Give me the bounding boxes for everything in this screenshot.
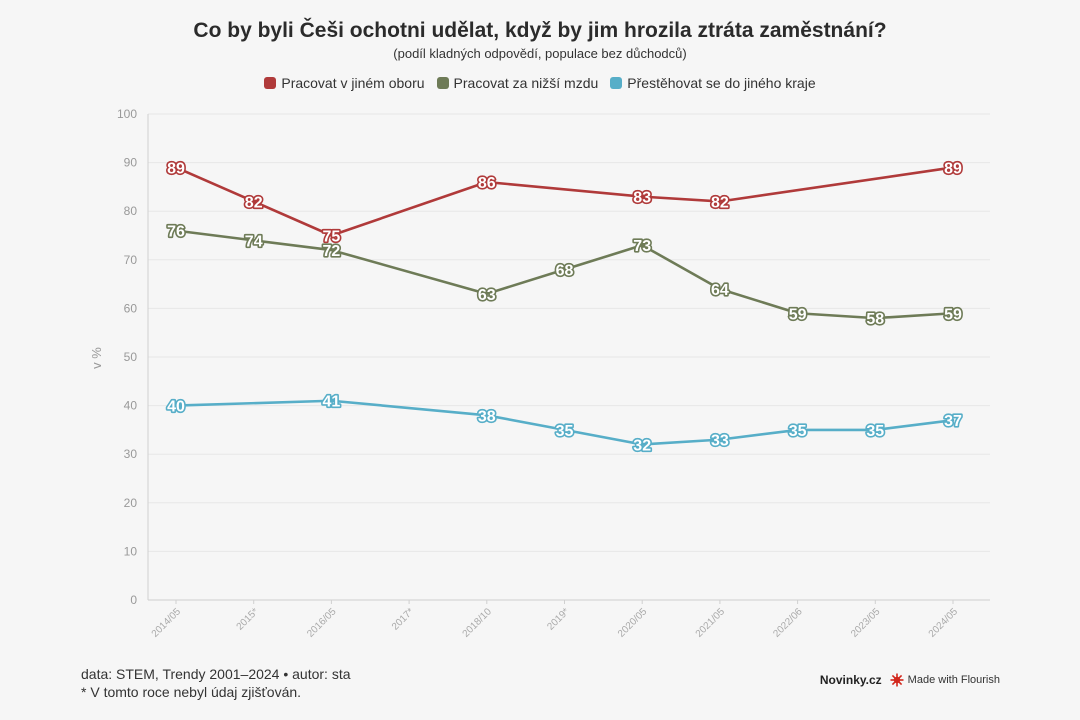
series-line bbox=[174, 399, 955, 446]
data-label: 72 bbox=[323, 243, 341, 260]
legend-item-prestehovat[interactable]: Přestěhovat se do jiného kraje bbox=[610, 75, 816, 91]
data-label: 83 bbox=[633, 190, 651, 207]
series-line bbox=[174, 166, 955, 237]
y-tick-label: 70 bbox=[124, 253, 138, 267]
x-tick-label: 2023/05 bbox=[849, 606, 883, 640]
x-tick-label: 2022/06 bbox=[771, 606, 805, 640]
y-axis-label: v % bbox=[89, 347, 104, 369]
y-tick-label: 50 bbox=[124, 350, 138, 364]
x-tick-label: 2024/05 bbox=[927, 606, 961, 640]
data-label: 73 bbox=[633, 238, 651, 255]
y-tick-label: 40 bbox=[124, 399, 138, 413]
x-tick-label: 2021/05 bbox=[694, 606, 728, 640]
data-label: 89 bbox=[167, 160, 185, 177]
data-label: 40 bbox=[167, 399, 185, 416]
data-label: 37 bbox=[944, 413, 962, 430]
x-tick-label: 2015* bbox=[235, 606, 261, 632]
data-label: 35 bbox=[556, 423, 574, 440]
y-tick-label: 20 bbox=[124, 496, 138, 510]
data-label: 82 bbox=[245, 194, 263, 211]
data-label: 64 bbox=[711, 282, 729, 299]
x-tick-label: 2020/05 bbox=[616, 606, 650, 640]
legend-item-nizsi-mzda[interactable]: Pracovat za nižší mzdu bbox=[436, 75, 599, 91]
legend-swatch bbox=[436, 77, 449, 89]
data-label: 82 bbox=[711, 194, 729, 211]
flourish-badge[interactable]: Made with Flourish bbox=[890, 673, 1000, 687]
x-tick-label: 2017* bbox=[390, 606, 416, 632]
y-tick-label: 60 bbox=[124, 301, 138, 315]
y-tick-label: 10 bbox=[124, 544, 138, 558]
data-label: 68 bbox=[556, 263, 574, 280]
data-label: 41 bbox=[323, 394, 341, 411]
flourish-icon bbox=[890, 673, 904, 687]
novinky-logo[interactable]: Novinky.cz bbox=[819, 673, 882, 687]
data-label: 59 bbox=[789, 306, 807, 323]
data-label: 58 bbox=[866, 311, 884, 328]
legend-label: Přestěhovat se do jiného kraje bbox=[627, 75, 816, 91]
branding: Novinky.cz Made with Flourish bbox=[820, 673, 1000, 687]
legend: Pracovat v jiném oboru Pracovat za nižší… bbox=[0, 75, 1080, 91]
legend-swatch bbox=[264, 77, 277, 89]
x-tick-label: 2014/05 bbox=[150, 606, 184, 640]
data-label: 63 bbox=[478, 287, 496, 304]
data-label: 35 bbox=[866, 423, 884, 440]
footer-source: data: STEM, Trendy 2001–2024 • autor: st… bbox=[81, 665, 351, 701]
footnote-text: * V tomto roce nebyl údaj zjišťován. bbox=[81, 684, 302, 700]
legend-label: Pracovat v jiném oboru bbox=[281, 75, 425, 91]
x-tick-label: 2016/05 bbox=[305, 606, 339, 640]
legend-label: Pracovat za nižší mzdu bbox=[453, 75, 599, 91]
data-label: 32 bbox=[633, 437, 651, 454]
data-label: 76 bbox=[167, 224, 185, 241]
source-text: data: STEM, Trendy 2001–2024 • autor: st… bbox=[81, 666, 351, 682]
y-tick-label: 30 bbox=[124, 447, 138, 461]
data-label: 89 bbox=[944, 160, 962, 177]
series-line bbox=[174, 229, 955, 320]
made-with-label: Made with Flourish bbox=[907, 674, 1000, 686]
data-label: 86 bbox=[478, 175, 496, 192]
data-label: 33 bbox=[711, 433, 729, 450]
data-label: 59 bbox=[944, 306, 962, 323]
legend-swatch bbox=[610, 77, 623, 89]
y-tick-label: 80 bbox=[124, 204, 138, 218]
y-tick-label: 0 bbox=[130, 593, 137, 607]
data-label: 75 bbox=[323, 229, 341, 246]
chart-title: Co by byli Češi ochotni udělat, když by … bbox=[193, 19, 887, 42]
y-tick-label: 100 bbox=[117, 107, 137, 121]
x-tick-label: 2018/10 bbox=[461, 606, 495, 640]
y-tick-label: 90 bbox=[124, 156, 138, 170]
x-tick-label: 2019* bbox=[545, 606, 571, 632]
legend-item-jiny-obor[interactable]: Pracovat v jiném oboru bbox=[264, 75, 425, 91]
data-label: 35 bbox=[789, 423, 807, 440]
chart-subtitle: (podíl kladných odpovědí, populace bez d… bbox=[393, 46, 687, 61]
data-label: 74 bbox=[245, 233, 263, 250]
data-label: 38 bbox=[478, 408, 496, 425]
